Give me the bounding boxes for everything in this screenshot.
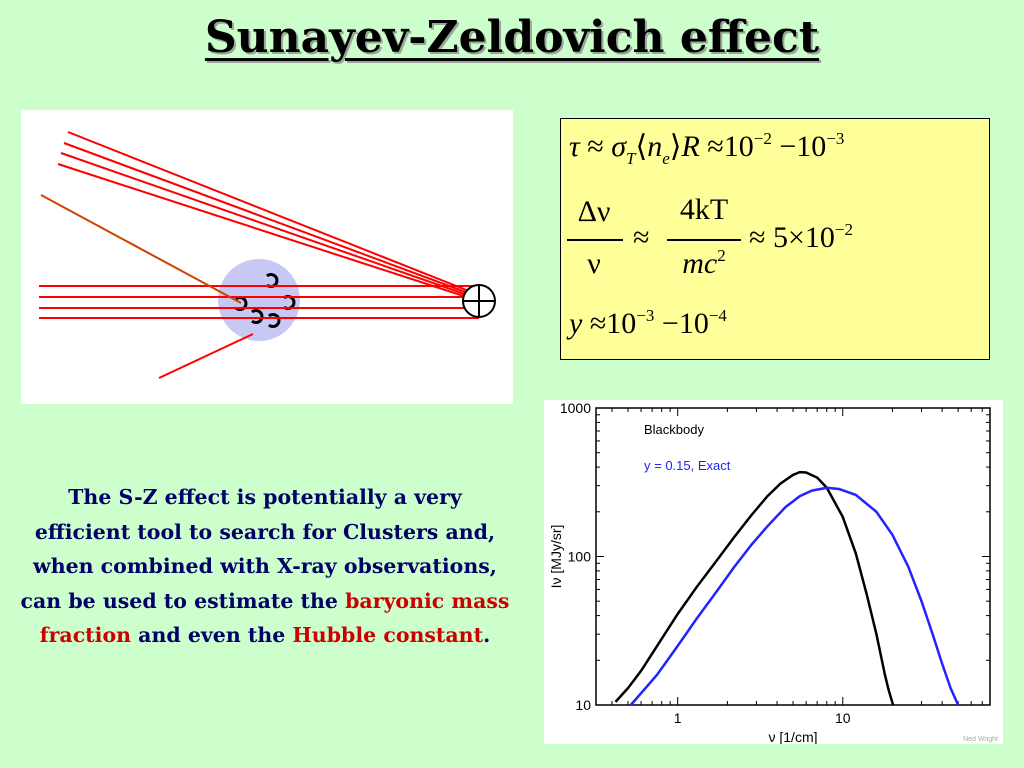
galaxy-icon	[268, 313, 281, 328]
tau-symbol: τ	[569, 130, 580, 163]
sigma-symbol: σ	[611, 130, 627, 163]
photon-ray	[67, 131, 480, 296]
power-base: 10	[796, 130, 827, 163]
photon-ray	[63, 142, 480, 298]
fraction-bar	[667, 239, 741, 241]
legend-entry: Blackbody	[644, 422, 704, 437]
photon-ray	[57, 163, 480, 302]
equations-box: τ ≈ σT⟨ne⟩R ≈10−2 −10−3 Δν ν ≈ 4kT mc2 ≈…	[560, 118, 990, 360]
observer-icon	[462, 284, 496, 318]
result-value: ≈ 5×10−2	[749, 220, 853, 255]
exponent: 2	[717, 246, 726, 265]
paragraph-text: The S-Z effect is potentially a very eff…	[20, 485, 497, 613]
n-symbol: n	[647, 130, 663, 163]
plot-frame	[595, 407, 991, 706]
scattered-photon-ray	[40, 194, 242, 304]
left-angle-bracket: ⟨	[635, 130, 648, 163]
right-angle-bracket: ⟩	[669, 130, 682, 163]
power-base: 10	[678, 307, 709, 340]
approx-symbol: ≈	[749, 221, 766, 254]
highlight-hubble-constant: Hubble constant	[292, 623, 484, 647]
spectrum-chart: 1 10 10 100 1000 ν [1/cm] Iν [MJy/sr] Ned Wrigh…	[544, 400, 1003, 745]
x-tick-label: 1	[674, 710, 682, 726]
galaxy-icon	[251, 309, 264, 324]
highlight-baryonic-mass-fraction: baryonic mass fraction	[39, 588, 510, 648]
y-tick-label: 10	[575, 697, 591, 713]
photon-ray	[60, 152, 480, 300]
approx-symbol: ≈	[589, 307, 607, 340]
exponent: −3	[826, 129, 845, 148]
paragraph-text: and even the	[131, 623, 293, 647]
legend-entry: y = 0.15, Exact	[644, 458, 731, 473]
series-line	[629, 486, 960, 706]
spectrum-chart-svg: 1 10 10 100 1000 ν [1/cm] Iν [MJy/sr] Ned Wrigh…	[548, 400, 998, 745]
sz-diagram-svg	[39, 131, 496, 379]
minus-symbol: −	[779, 130, 797, 163]
mc-symbol: mc	[682, 247, 718, 280]
photon-ray	[158, 333, 254, 379]
slide-title: Sunayev-Zeldovich effect	[204, 12, 820, 63]
equation-optical-depth: τ ≈ σT⟨ne⟩R ≈10−2 −10−3	[569, 129, 845, 168]
power-base: 5×10	[772, 221, 835, 254]
y-tick-label: 1000	[560, 400, 591, 416]
y-axis-label: Iν [MJy/sr]	[548, 525, 564, 589]
equation-compton-y: y ≈10−3 −10−4	[569, 306, 727, 341]
minus-symbol: −	[661, 307, 679, 340]
sigma-subscript: T	[626, 149, 636, 168]
approx-symbol: ≈	[707, 130, 724, 163]
exponent: −4	[708, 306, 727, 325]
x-tick-label: 10	[835, 710, 851, 726]
x-axis-label: ν [1/cm]	[768, 729, 817, 744]
cmb-photon-paths	[39, 131, 480, 379]
fraction-numerator: 4kT	[679, 193, 729, 226]
description-paragraph: The S-Z effect is potentially a very eff…	[20, 480, 510, 653]
fraction-bar	[567, 239, 623, 241]
y-symbol: y	[569, 307, 583, 340]
series-line	[614, 470, 895, 706]
sz-diagram	[21, 110, 513, 404]
exponent: −3	[636, 306, 655, 325]
y-tick-label: 100	[568, 549, 592, 565]
power-base: 10	[723, 130, 754, 163]
fraction-numerator: Δν	[577, 195, 611, 228]
fraction-denominator: ν	[587, 247, 601, 280]
R-symbol: R	[681, 130, 700, 163]
n-subscript: e	[662, 149, 670, 168]
power-base: 10	[606, 307, 637, 340]
approx-symbol: ≈	[587, 130, 604, 163]
galaxy-cluster-cloud	[218, 259, 300, 341]
exponent: −2	[753, 129, 772, 148]
approx-symbol: ≈	[633, 221, 650, 254]
fraction-denominator: mc2	[665, 246, 743, 281]
credit-label: Ned Wright	[963, 736, 998, 743]
exponent: −2	[834, 220, 853, 239]
paragraph-text: .	[483, 623, 491, 647]
